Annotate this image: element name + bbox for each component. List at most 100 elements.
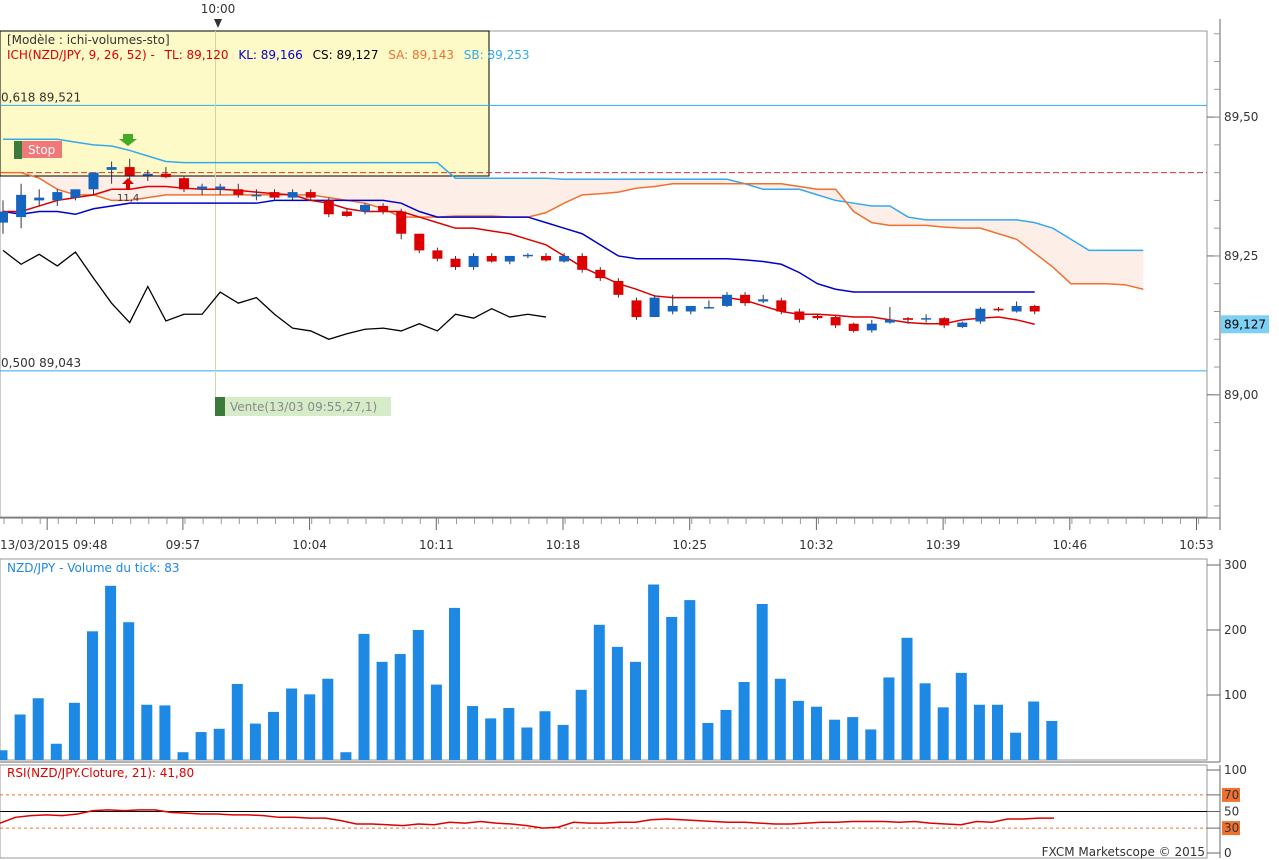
candle-body [939, 318, 950, 326]
volume-bar [684, 600, 696, 760]
time-tick-label: 09:57 [166, 538, 201, 552]
current-price-tag-box [1221, 315, 1269, 334]
volume-bar [630, 661, 641, 760]
rsi-tick-label: 30 [1224, 821, 1239, 835]
volume-bar [50, 743, 62, 760]
volume-bar [32, 698, 44, 760]
volume-tick-label: 100 [1224, 688, 1247, 702]
candle-body [287, 192, 298, 198]
sell-marker[interactable]: Vente(13/03 09:55,27,1) [215, 397, 391, 416]
volume-bar [430, 684, 442, 760]
candle-body [559, 255, 570, 262]
volume-bar [123, 622, 135, 760]
price-tick-label: 89,50 [1224, 110, 1258, 124]
time-tick-label: 10:18 [546, 538, 581, 552]
volume-bar [756, 604, 768, 760]
sa-label: SA: 89,143 [388, 48, 454, 62]
rsi-panel[interactable]: 100 70 50 30 0 RSI(NZD/JPY.Cloture, 21): 41,… [0, 763, 1247, 860]
indicator-header: ICH(NZD/JPY, 9, 26, 52) - TL: 89,120 KL:… [7, 48, 530, 62]
candle-body [0, 211, 8, 223]
volume-panel[interactable]: 300 200 100 NZD/JPY - Volume du tick: 83 [0, 558, 1247, 763]
template-label: [Modèle : ichi-volumes-sto] [7, 33, 170, 47]
time-tick-label: 10:04 [292, 538, 327, 552]
candle-body [16, 194, 27, 218]
volume-bar [0, 750, 8, 760]
candle-body [215, 186, 226, 190]
volume-bar [992, 704, 1003, 760]
time-tick-label: 10:32 [799, 538, 834, 552]
volume-bar [412, 630, 424, 760]
volume-bar [177, 752, 189, 760]
candle-body [776, 300, 787, 312]
candles [0, 158, 1040, 333]
volume-bar [774, 678, 786, 760]
volume-bar [829, 719, 841, 760]
candle-body [269, 192, 280, 198]
candle-body [1029, 305, 1040, 312]
volume-bar [105, 585, 117, 760]
volume-bar [738, 682, 750, 760]
candle-body [504, 255, 515, 262]
candle-body [378, 205, 389, 212]
volume-bar [811, 706, 822, 760]
candle-body [884, 319, 895, 323]
candle-body [360, 204, 370, 212]
candle-body [341, 211, 352, 216]
volume-bar [575, 689, 587, 760]
candle-body [160, 173, 171, 178]
rsi-tick-label: 50 [1224, 805, 1239, 819]
stop-marker-box [22, 141, 62, 158]
volume-bar [358, 633, 370, 760]
tl-label: TL: 89,120 [164, 48, 229, 62]
volume-bar [919, 683, 931, 760]
candle-body [1011, 305, 1022, 312]
candle-body [758, 299, 769, 302]
rsi-axis: 100 70 50 30 0 [1207, 763, 1247, 860]
candle-body [794, 311, 805, 320]
stop-marker[interactable]: Stop [14, 141, 62, 159]
volume-axis: 300 200 100 [1207, 558, 1247, 702]
indicator-label: ICH(NZD/JPY, 9, 26, 52) - [7, 48, 155, 62]
time-tick-label: 10:53 [1179, 538, 1214, 552]
top-time-marker-triangle [214, 19, 222, 28]
volume-bar [792, 700, 804, 760]
volume-tick-label: 300 [1224, 558, 1247, 572]
candle-body [522, 254, 533, 257]
price-tick-label: 89,00 [1224, 388, 1258, 402]
rsi-title: RSI(NZD/JPY.Cloture, 21): 41,80 [7, 766, 194, 780]
rsi-tick-label: 0 [1224, 846, 1232, 860]
cloud-fill [3, 139, 1144, 290]
candle-body [486, 255, 497, 262]
candle-body [323, 200, 334, 215]
volume-bar [249, 723, 261, 760]
price-panel[interactable]: 0,618 89,521 0,500 89,043 [Modèle : ichi-… [0, 19, 1269, 530]
volume-bar [467, 706, 479, 760]
volume-bar [973, 704, 985, 760]
volume-bar [503, 708, 515, 760]
candle-body [88, 172, 99, 190]
candle-body [830, 317, 841, 326]
volume-bar [702, 722, 714, 760]
sell-marker-label: Vente(13/03 09:55,27,1) [230, 400, 377, 414]
cs-label: CS: 89,127 [313, 48, 379, 62]
volume-bar [159, 705, 171, 760]
rsi-tick-badge [1222, 787, 1240, 802]
volume-bar [141, 704, 153, 760]
volume-bar [322, 678, 334, 760]
sell-marker-handle [215, 397, 225, 416]
candle-body [414, 233, 425, 251]
top-time-marker: 10:00 [201, 2, 236, 16]
candle-body [722, 294, 732, 306]
ichimoku-lines [2, 138, 1144, 340]
candle-body [812, 315, 823, 319]
candle-body [34, 197, 45, 201]
candle-body [848, 323, 859, 331]
candle-body [631, 300, 642, 318]
volume-bar [1010, 732, 1022, 760]
rsi-tick-label: 100 [1224, 763, 1247, 777]
candle-body [577, 255, 588, 270]
chikou-line [2, 249, 547, 340]
annotation-label: 11,4 [117, 193, 139, 204]
time-axis: 13/03/2015 09:48 09:57 10:04 10:11 10:18 10:2… [0, 517, 1220, 552]
